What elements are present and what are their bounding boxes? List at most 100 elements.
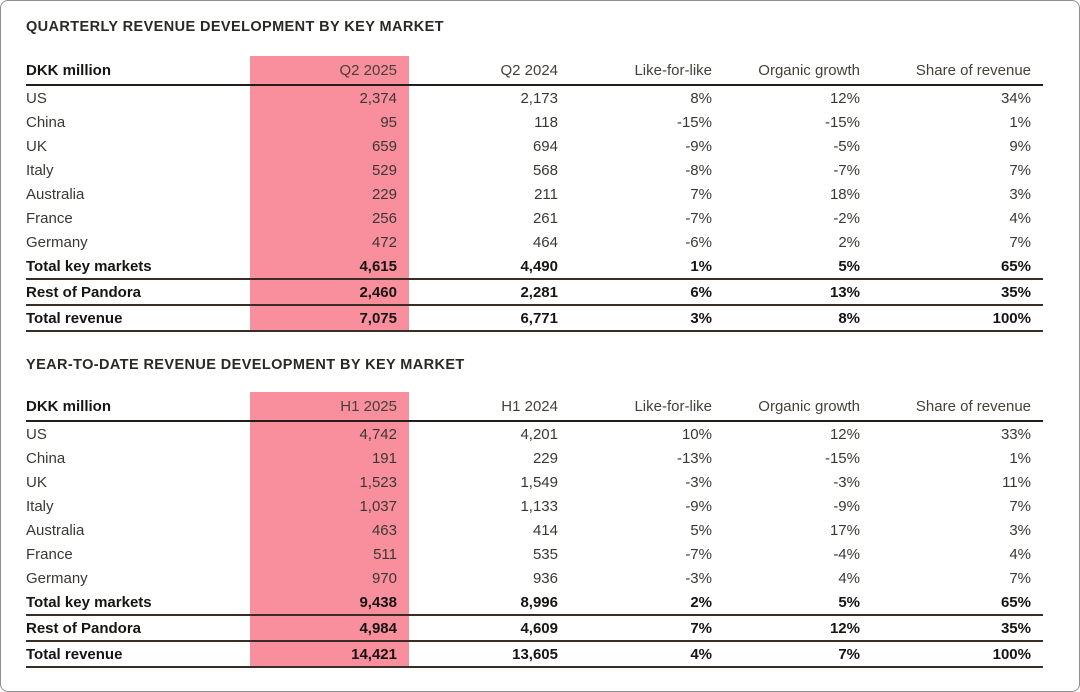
market-label: China [26, 449, 66, 467]
value-cell: 100% [872, 305, 1043, 332]
table-row-us: US 4,742 4,201 10% 12% 33% [26, 421, 1043, 446]
value-cell: -15% [824, 449, 860, 467]
column-header-share-of-revenue: Share of revenue [872, 392, 1043, 422]
value-cell: 4,615 [250, 254, 409, 280]
value-cell: 694 [532, 137, 558, 155]
value-cell: 464 [532, 233, 558, 251]
table-row-italy: Italy 529 568 -8% -7% 7% [26, 158, 1043, 182]
table-row-total-key-markets: Total key markets 9,438 8,996 2% 5% 65% [26, 590, 1043, 616]
market-label: UK [26, 137, 47, 155]
value-cell: 4% [838, 569, 860, 587]
value-cell: 3% [570, 305, 724, 332]
value-cell: 7% [1009, 497, 1031, 515]
table-row-us: US 2,374 2,173 8% 12% 34% [26, 85, 1043, 110]
table-row-australia: Australia 229 211 7% 18% 3% [26, 182, 1043, 206]
value-cell: 2% [838, 233, 860, 251]
value-cell: 191 [250, 446, 409, 470]
table-row-china: China 95 118 -15% -15% 1% [26, 110, 1043, 134]
value-cell: 65% [872, 254, 1043, 280]
value-cell: 1,037 [250, 494, 409, 518]
value-cell: 118 [534, 113, 558, 131]
value-cell: 256 [250, 206, 409, 230]
value-cell: 33% [1000, 425, 1031, 443]
ytd-table-title: YEAR-TO-DATE REVENUE DEVELOPMENT BY KEY … [26, 357, 465, 373]
ytd-revenue-section: YEAR-TO-DATE REVENUE DEVELOPMENT BY KEY … [26, 355, 1079, 668]
value-cell: 529 [250, 158, 409, 182]
column-header-like-for-like: Like-for-like [570, 392, 724, 422]
market-label: Total revenue [26, 641, 250, 668]
market-label: France [26, 209, 73, 227]
value-cell: 7% [724, 641, 872, 668]
column-header-share-of-revenue: Share of revenue [872, 56, 1043, 86]
column-header-dkk-million: DKK million [26, 392, 250, 422]
value-cell: 1,523 [250, 470, 409, 494]
value-cell: 9% [1009, 137, 1031, 155]
ytd-revenue-table: DKK million H1 2025 H1 2024 Like-for-like Or… [26, 392, 1043, 668]
market-label: France [26, 545, 73, 563]
value-cell: 229 [250, 182, 409, 206]
quarterly-revenue-section: QUARTERLY REVENUE DEVELOPMENT BY KEY MAR… [26, 17, 1079, 332]
value-cell: 472 [250, 230, 409, 254]
value-cell: 14,421 [250, 641, 409, 668]
market-label: China [26, 113, 66, 131]
value-cell: 511 [250, 542, 409, 566]
value-cell: -5% [833, 137, 860, 155]
value-cell: 2% [570, 590, 724, 616]
market-label: Total revenue [26, 305, 250, 332]
value-cell: -9% [833, 497, 860, 515]
market-label: US [26, 425, 47, 443]
value-cell: 4% [1009, 545, 1031, 563]
value-cell: 1% [1009, 449, 1031, 467]
value-cell: -3% [685, 473, 712, 491]
value-cell: 8% [724, 305, 872, 332]
value-cell: 463 [250, 518, 409, 542]
value-cell: 4,490 [409, 254, 570, 280]
value-cell: 2,460 [250, 279, 409, 306]
value-cell: -2% [833, 209, 860, 227]
table-row-france: France 256 261 -7% -2% 4% [26, 206, 1043, 230]
value-cell: -7% [833, 161, 860, 179]
value-cell: 3% [1009, 185, 1031, 203]
value-cell: -3% [833, 473, 860, 491]
table-row-uk: UK 659 694 -9% -5% 9% [26, 134, 1043, 158]
value-cell: 1% [570, 254, 724, 280]
value-cell: 10% [681, 425, 712, 443]
market-label: Rest of Pandora [26, 279, 250, 306]
market-label: Australia [26, 521, 85, 539]
value-cell: 6,771 [409, 305, 570, 332]
value-cell: 4,201 [520, 425, 558, 443]
value-cell: 7% [1009, 161, 1031, 179]
value-cell: 568 [532, 161, 558, 179]
quarterly-table-title: QUARTERLY REVENUE DEVELOPMENT BY KEY MAR… [26, 19, 444, 35]
value-cell: 936 [532, 569, 558, 587]
table-row-total-revenue: Total revenue 14,421 13,605 4% 7% 100% [26, 641, 1043, 668]
column-header-like-for-like: Like-for-like [570, 56, 724, 86]
column-header-q2-2024: Q2 2024 [409, 56, 570, 86]
value-cell: 3% [1009, 521, 1031, 539]
value-cell: 12% [829, 89, 860, 107]
column-header-q2-2025: Q2 2025 [250, 56, 409, 86]
value-cell: -13% [676, 449, 712, 467]
value-cell: 261 [532, 209, 558, 227]
value-cell: 34% [1000, 89, 1031, 107]
column-header-organic-growth: Organic growth [724, 56, 872, 86]
value-cell: 5% [724, 590, 872, 616]
table-row-germany: Germany 970 936 -3% 4% 7% [26, 566, 1043, 590]
value-cell: 414 [532, 521, 558, 539]
value-cell: 7% [690, 185, 712, 203]
value-cell: -3% [685, 569, 712, 587]
value-cell: 7% [570, 615, 724, 642]
value-cell: 970 [250, 566, 409, 590]
column-header-organic-growth: Organic growth [724, 392, 872, 422]
value-cell: 11% [1002, 473, 1031, 491]
value-cell: 5% [690, 521, 712, 539]
value-cell: 4,984 [250, 615, 409, 642]
value-cell: -8% [685, 161, 712, 179]
column-header-h1-2025: H1 2025 [250, 392, 409, 422]
market-label: US [26, 89, 47, 107]
value-cell: 7% [1009, 569, 1031, 587]
quarterly-revenue-table: DKK million Q2 2025 Q2 2024 Like-for-like Or… [26, 56, 1043, 332]
value-cell: 65% [872, 590, 1043, 616]
market-label: Total key markets [26, 254, 250, 280]
